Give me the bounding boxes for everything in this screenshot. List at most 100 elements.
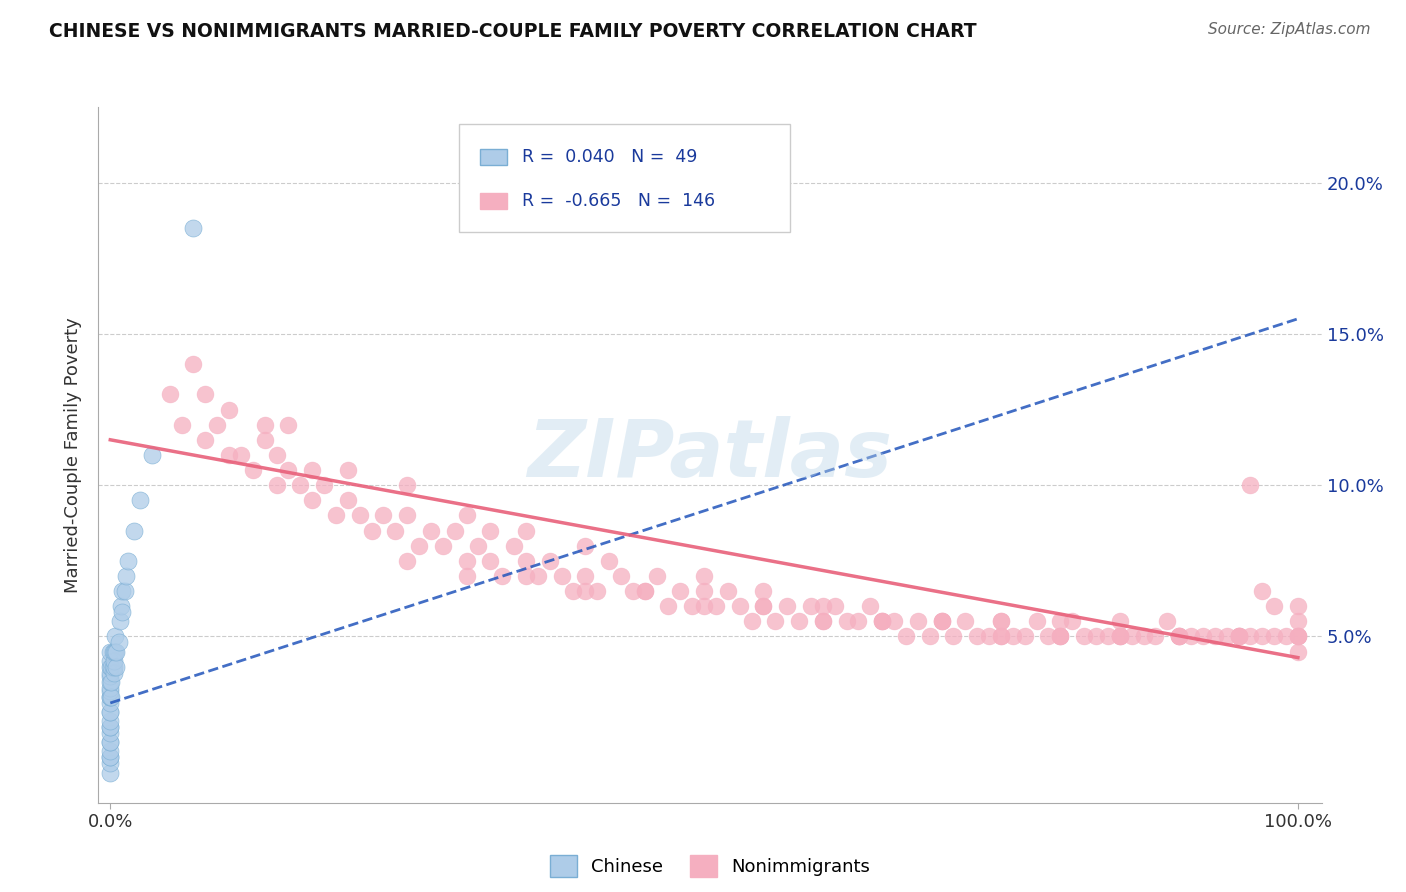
Point bbox=[1239, 478, 1261, 492]
Point bbox=[183, 221, 205, 235]
Point bbox=[98, 765, 121, 780]
Point bbox=[107, 635, 129, 649]
Point bbox=[253, 433, 276, 447]
Point bbox=[100, 659, 122, 673]
Point bbox=[98, 696, 121, 710]
Point bbox=[918, 629, 941, 643]
Point bbox=[98, 659, 121, 673]
Point bbox=[105, 644, 128, 658]
Point bbox=[1038, 629, 1060, 643]
Point bbox=[990, 615, 1012, 629]
Point bbox=[1286, 615, 1309, 629]
Point bbox=[242, 463, 264, 477]
Point bbox=[114, 584, 136, 599]
Point bbox=[129, 493, 152, 508]
Point bbox=[752, 599, 775, 614]
Point bbox=[194, 387, 217, 401]
Point bbox=[1049, 629, 1071, 643]
Point bbox=[98, 714, 121, 728]
Point bbox=[384, 524, 406, 538]
Point bbox=[1286, 629, 1309, 643]
Point bbox=[693, 599, 716, 614]
Point bbox=[1251, 629, 1274, 643]
Point bbox=[111, 605, 134, 619]
Point bbox=[977, 629, 1000, 643]
Point bbox=[194, 433, 217, 447]
Point bbox=[349, 508, 371, 523]
Point bbox=[266, 448, 288, 462]
Point bbox=[990, 629, 1012, 643]
Point bbox=[1014, 629, 1036, 643]
Point bbox=[1049, 615, 1071, 629]
Text: Source: ZipAtlas.com: Source: ZipAtlas.com bbox=[1208, 22, 1371, 37]
Point bbox=[98, 690, 121, 704]
Point bbox=[103, 644, 125, 658]
Y-axis label: Married-Couple Family Poverty: Married-Couple Family Poverty bbox=[63, 317, 82, 593]
Point bbox=[301, 463, 323, 477]
Point bbox=[586, 584, 609, 599]
Point bbox=[100, 674, 122, 689]
Point bbox=[527, 569, 550, 583]
Point bbox=[634, 584, 657, 599]
Point bbox=[1227, 629, 1250, 643]
Point bbox=[100, 690, 122, 704]
FancyBboxPatch shape bbox=[460, 124, 790, 232]
Point bbox=[98, 705, 121, 719]
Point bbox=[117, 554, 139, 568]
Point bbox=[931, 615, 953, 629]
Point bbox=[870, 615, 893, 629]
Point bbox=[456, 554, 478, 568]
Point bbox=[503, 539, 526, 553]
Point bbox=[776, 599, 799, 614]
Point bbox=[114, 569, 136, 583]
Point bbox=[336, 463, 359, 477]
Point bbox=[621, 584, 644, 599]
Point bbox=[98, 665, 121, 680]
Point bbox=[1168, 629, 1191, 643]
Point bbox=[108, 615, 131, 629]
Point bbox=[1286, 644, 1309, 658]
Point bbox=[1108, 629, 1130, 643]
Point bbox=[1263, 599, 1285, 614]
Point bbox=[717, 584, 740, 599]
Point bbox=[681, 599, 703, 614]
FancyBboxPatch shape bbox=[479, 194, 508, 209]
Point bbox=[574, 569, 596, 583]
Point bbox=[1108, 615, 1130, 629]
Text: R =  -0.665   N =  146: R = -0.665 N = 146 bbox=[522, 192, 714, 210]
Point bbox=[98, 690, 121, 704]
Point bbox=[98, 681, 121, 695]
Point bbox=[104, 644, 127, 658]
Point bbox=[811, 615, 834, 629]
Point bbox=[741, 615, 763, 629]
Point bbox=[301, 493, 323, 508]
Point bbox=[1121, 629, 1143, 643]
Point bbox=[491, 569, 513, 583]
Point bbox=[1227, 629, 1250, 643]
Point bbox=[931, 615, 953, 629]
Point bbox=[98, 644, 121, 658]
Point bbox=[325, 508, 347, 523]
Point bbox=[835, 615, 858, 629]
Point bbox=[870, 615, 893, 629]
Point bbox=[408, 539, 430, 553]
Point bbox=[98, 750, 121, 764]
Point bbox=[1168, 629, 1191, 643]
Point bbox=[467, 539, 489, 553]
Point bbox=[1286, 629, 1309, 643]
Point bbox=[420, 524, 443, 538]
Point bbox=[396, 554, 419, 568]
Point bbox=[183, 357, 205, 371]
Point bbox=[98, 756, 121, 771]
Point bbox=[515, 569, 537, 583]
Point bbox=[98, 674, 121, 689]
Point bbox=[456, 508, 478, 523]
Point bbox=[266, 478, 288, 492]
Point bbox=[1049, 629, 1071, 643]
Point bbox=[800, 599, 823, 614]
Point bbox=[752, 599, 775, 614]
Point bbox=[1227, 629, 1250, 643]
Point bbox=[110, 599, 132, 614]
Point bbox=[704, 599, 727, 614]
Point bbox=[141, 448, 163, 462]
